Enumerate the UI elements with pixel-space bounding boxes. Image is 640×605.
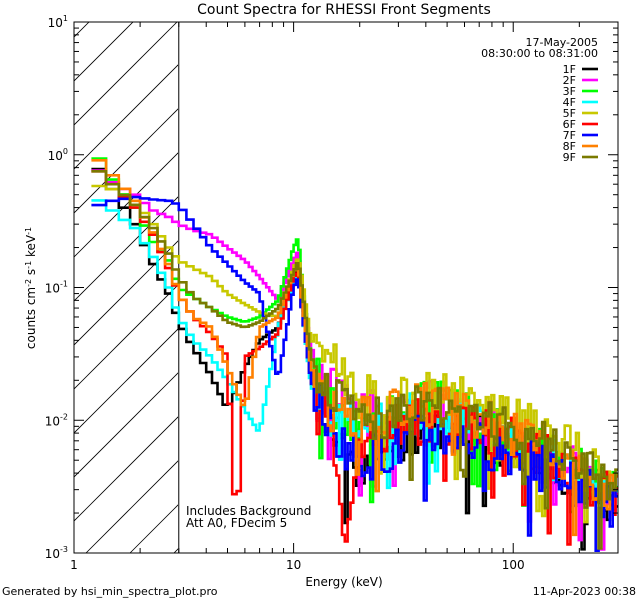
footer-generated-by: Generated by hsi_min_spectra_plot.pro — [2, 585, 218, 598]
hatch-line — [74, 240, 178, 346]
hatch-line — [74, 22, 178, 126]
legend-label-7F: 7F — [563, 129, 576, 142]
y-tick-label: 100 — [48, 147, 68, 163]
observation-date: 17-May-2005 — [526, 36, 598, 49]
y-tick-label: 10-1 — [45, 280, 68, 296]
hatch-line — [74, 64, 178, 170]
legend-label-5F: 5F — [563, 107, 576, 120]
legend-label-3F: 3F — [563, 85, 576, 98]
footer-timestamp: 11-Apr-2023 00:38 — [533, 585, 636, 598]
x-axis-label: Energy (keV) — [305, 575, 382, 589]
x-tick-label: 100 — [502, 558, 525, 572]
hatch-line — [74, 196, 178, 302]
y-tick-label: 101 — [48, 14, 68, 30]
legend-label-6F: 6F — [563, 118, 576, 131]
hatch-line — [74, 372, 178, 478]
legend-label-1F: 1F — [563, 63, 576, 76]
series-line-9F — [91, 170, 618, 550]
excluded-energy-hatching — [74, 22, 178, 553]
x-tick-label: 1 — [70, 558, 78, 572]
series-lines — [91, 157, 618, 552]
hatch-line — [74, 416, 178, 522]
annotation-background: Includes Background — [186, 504, 311, 518]
chart-title: Count Spectra for RHESSI Front Segments — [197, 2, 491, 18]
y-axis-label: counts cm-2 s-1 keV-1 — [24, 227, 39, 349]
x-tick-label: 10 — [286, 558, 301, 572]
legend-label-9F: 9F — [563, 151, 576, 164]
annotation-attenuator: Att A0, FDecim 5 — [186, 516, 287, 530]
y-tick-label: 10-3 — [45, 545, 68, 561]
axes: 1 10 100 10-3 10-2 10-1 100 101 — [45, 14, 619, 572]
legend-label-8F: 8F — [563, 140, 576, 153]
legend-label-4F: 4F — [563, 96, 576, 109]
observation-time-range: 08:30:00 to 08:31:00 — [481, 47, 598, 60]
y-tick-label: 10-2 — [45, 412, 68, 428]
legend-label-2F: 2F — [563, 74, 576, 87]
